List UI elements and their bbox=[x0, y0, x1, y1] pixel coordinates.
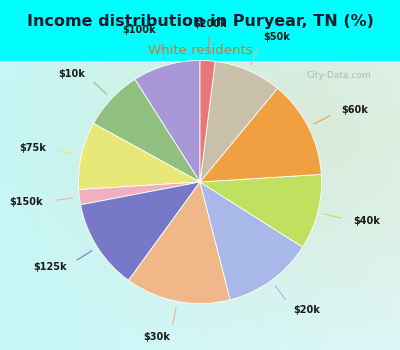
Text: Income distribution in Puryear, TN (%): Income distribution in Puryear, TN (%) bbox=[26, 14, 374, 29]
Text: $60k: $60k bbox=[341, 105, 368, 115]
Text: City-Data.com: City-Data.com bbox=[306, 71, 371, 80]
Text: $150k: $150k bbox=[10, 197, 43, 207]
Wedge shape bbox=[79, 182, 200, 205]
Text: $40k: $40k bbox=[353, 216, 380, 226]
Text: $125k: $125k bbox=[33, 262, 66, 272]
Wedge shape bbox=[200, 88, 321, 182]
Wedge shape bbox=[200, 61, 278, 182]
Wedge shape bbox=[200, 182, 303, 300]
Text: $10k: $10k bbox=[58, 69, 85, 79]
Wedge shape bbox=[94, 79, 200, 182]
Wedge shape bbox=[200, 61, 215, 182]
Wedge shape bbox=[135, 61, 200, 182]
Wedge shape bbox=[128, 182, 230, 303]
Text: White residents: White residents bbox=[148, 44, 252, 57]
Text: $100k: $100k bbox=[122, 25, 156, 35]
Text: $20k: $20k bbox=[293, 305, 320, 315]
Wedge shape bbox=[200, 174, 322, 247]
Wedge shape bbox=[78, 124, 200, 190]
Text: $200k: $200k bbox=[193, 19, 227, 29]
Text: $50k: $50k bbox=[263, 32, 290, 42]
Text: $75k: $75k bbox=[19, 142, 46, 153]
Wedge shape bbox=[80, 182, 200, 280]
Text: $30k: $30k bbox=[144, 332, 170, 342]
